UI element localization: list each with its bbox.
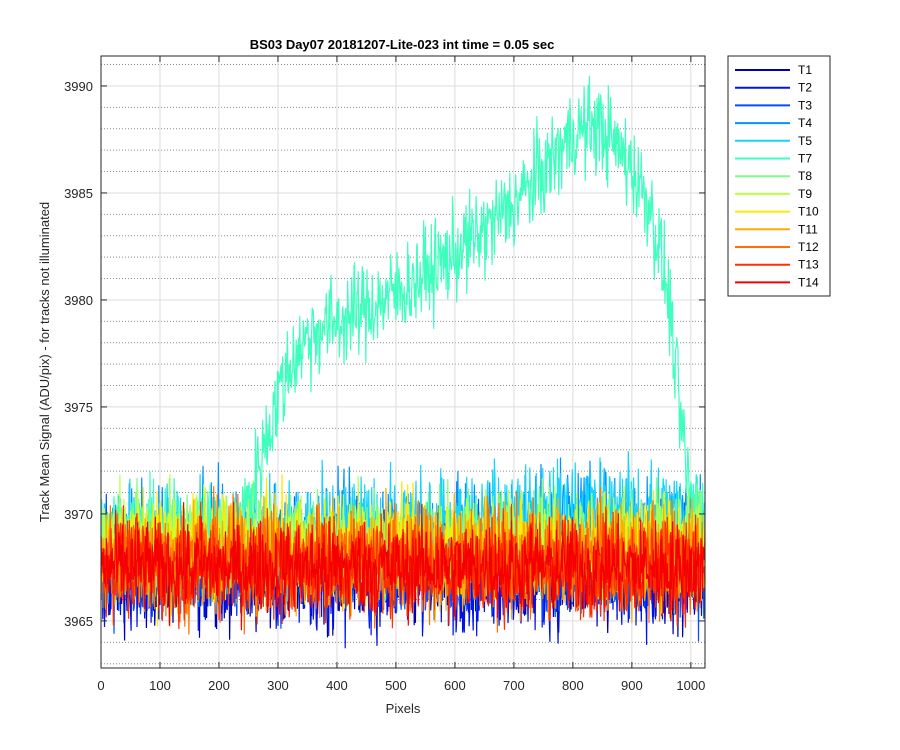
- legend-label: T11: [798, 222, 818, 236]
- y-tick-label: 3990: [64, 79, 93, 94]
- legend-label: T14: [798, 275, 819, 289]
- series-line-t7: [100, 75, 706, 597]
- x-tick-label: 0: [97, 678, 104, 693]
- legend-label: T12: [798, 240, 819, 254]
- y-tick-label: 3985: [64, 186, 93, 201]
- x-tick-label: 1000: [676, 678, 705, 693]
- legend-label: T13: [798, 258, 819, 272]
- x-tick-label: 200: [208, 678, 230, 693]
- legend-label: T1: [798, 63, 812, 77]
- x-axis: 0 100 200 300 400 500 600 700 800 900 1000: [97, 678, 705, 693]
- chart-title: BS03 Day07 20181207-Lite-023 int time = …: [250, 37, 555, 52]
- x-tick-label: 800: [562, 678, 584, 693]
- series-line-t14: [100, 501, 706, 631]
- legend-label: T10: [798, 205, 819, 219]
- y-tick-label: 3970: [64, 507, 93, 522]
- y-tick-label: 3980: [64, 293, 93, 308]
- legend-label: T8: [798, 169, 812, 183]
- plot-area: [100, 55, 706, 669]
- y-tick-label: 3975: [64, 400, 93, 415]
- axis-ticks: [100, 56, 705, 668]
- plot-frame: [100, 55, 706, 669]
- x-tick-label: 100: [149, 678, 171, 693]
- legend-label: T3: [798, 98, 812, 112]
- series-layer: [100, 75, 706, 649]
- x-axis-label: Pixels: [386, 701, 421, 716]
- legend-label: T7: [798, 152, 812, 166]
- y-tick-label: 3965: [64, 614, 93, 629]
- x-tick-label: 300: [267, 678, 289, 693]
- x-tick-label: 700: [503, 678, 525, 693]
- legend-label: T5: [798, 134, 812, 148]
- legend-label: T9: [798, 187, 812, 201]
- x-tick-label: 600: [444, 678, 466, 693]
- legend-label: T4: [798, 116, 812, 130]
- x-tick-label: 400: [326, 678, 348, 693]
- y-axis: 3965 3970 3975 3980 3985 3990: [64, 79, 93, 629]
- x-tick-label: 900: [621, 678, 643, 693]
- x-tick-label: 500: [385, 678, 407, 693]
- y-axis-label: Track Mean Signal (ADU/pix) - for tracks…: [37, 202, 52, 522]
- legend: T1 T2 T3 T4 T5 T7 T8 T9 T10 T11 T12 T13 T14: [727, 55, 831, 297]
- legend-label: T2: [798, 81, 812, 95]
